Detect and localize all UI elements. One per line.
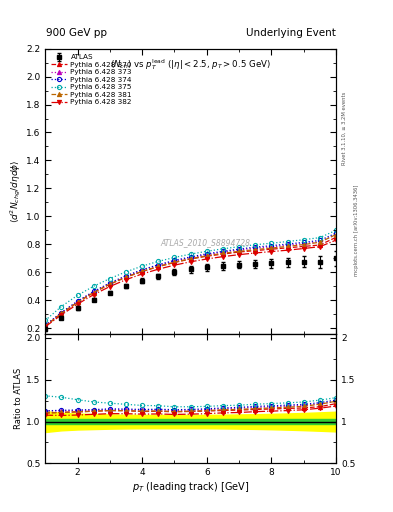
Text: ATLAS_2010_S8894728: ATLAS_2010_S8894728 bbox=[160, 238, 250, 247]
Y-axis label: $\langle d^2 N_{chg}/d\eta d\phi \rangle$: $\langle d^2 N_{chg}/d\eta d\phi \rangle… bbox=[9, 160, 23, 223]
Text: $\langle N_{ch}\rangle$ vs $p_T^{\rm lead}$ ($|\eta| < 2.5$, $p_T > 0.5$ GeV): $\langle N_{ch}\rangle$ vs $p_T^{\rm lea… bbox=[110, 57, 271, 72]
Text: mcplots.cern.ch [arXiv:1306.3436]: mcplots.cern.ch [arXiv:1306.3436] bbox=[354, 185, 359, 276]
Text: Underlying Event: Underlying Event bbox=[246, 28, 336, 38]
Text: Rivet 3.1.10, ≥ 3.2M events: Rivet 3.1.10, ≥ 3.2M events bbox=[342, 91, 347, 165]
Legend: ATLAS, Pythia 6.428 370, Pythia 6.428 373, Pythia 6.428 374, Pythia 6.428 375, P: ATLAS, Pythia 6.428 370, Pythia 6.428 37… bbox=[49, 52, 134, 108]
Y-axis label: Ratio to ATLAS: Ratio to ATLAS bbox=[14, 368, 23, 429]
Text: 900 GeV pp: 900 GeV pp bbox=[46, 28, 107, 38]
X-axis label: $p_T$ (leading track) [GeV]: $p_T$ (leading track) [GeV] bbox=[132, 480, 249, 494]
